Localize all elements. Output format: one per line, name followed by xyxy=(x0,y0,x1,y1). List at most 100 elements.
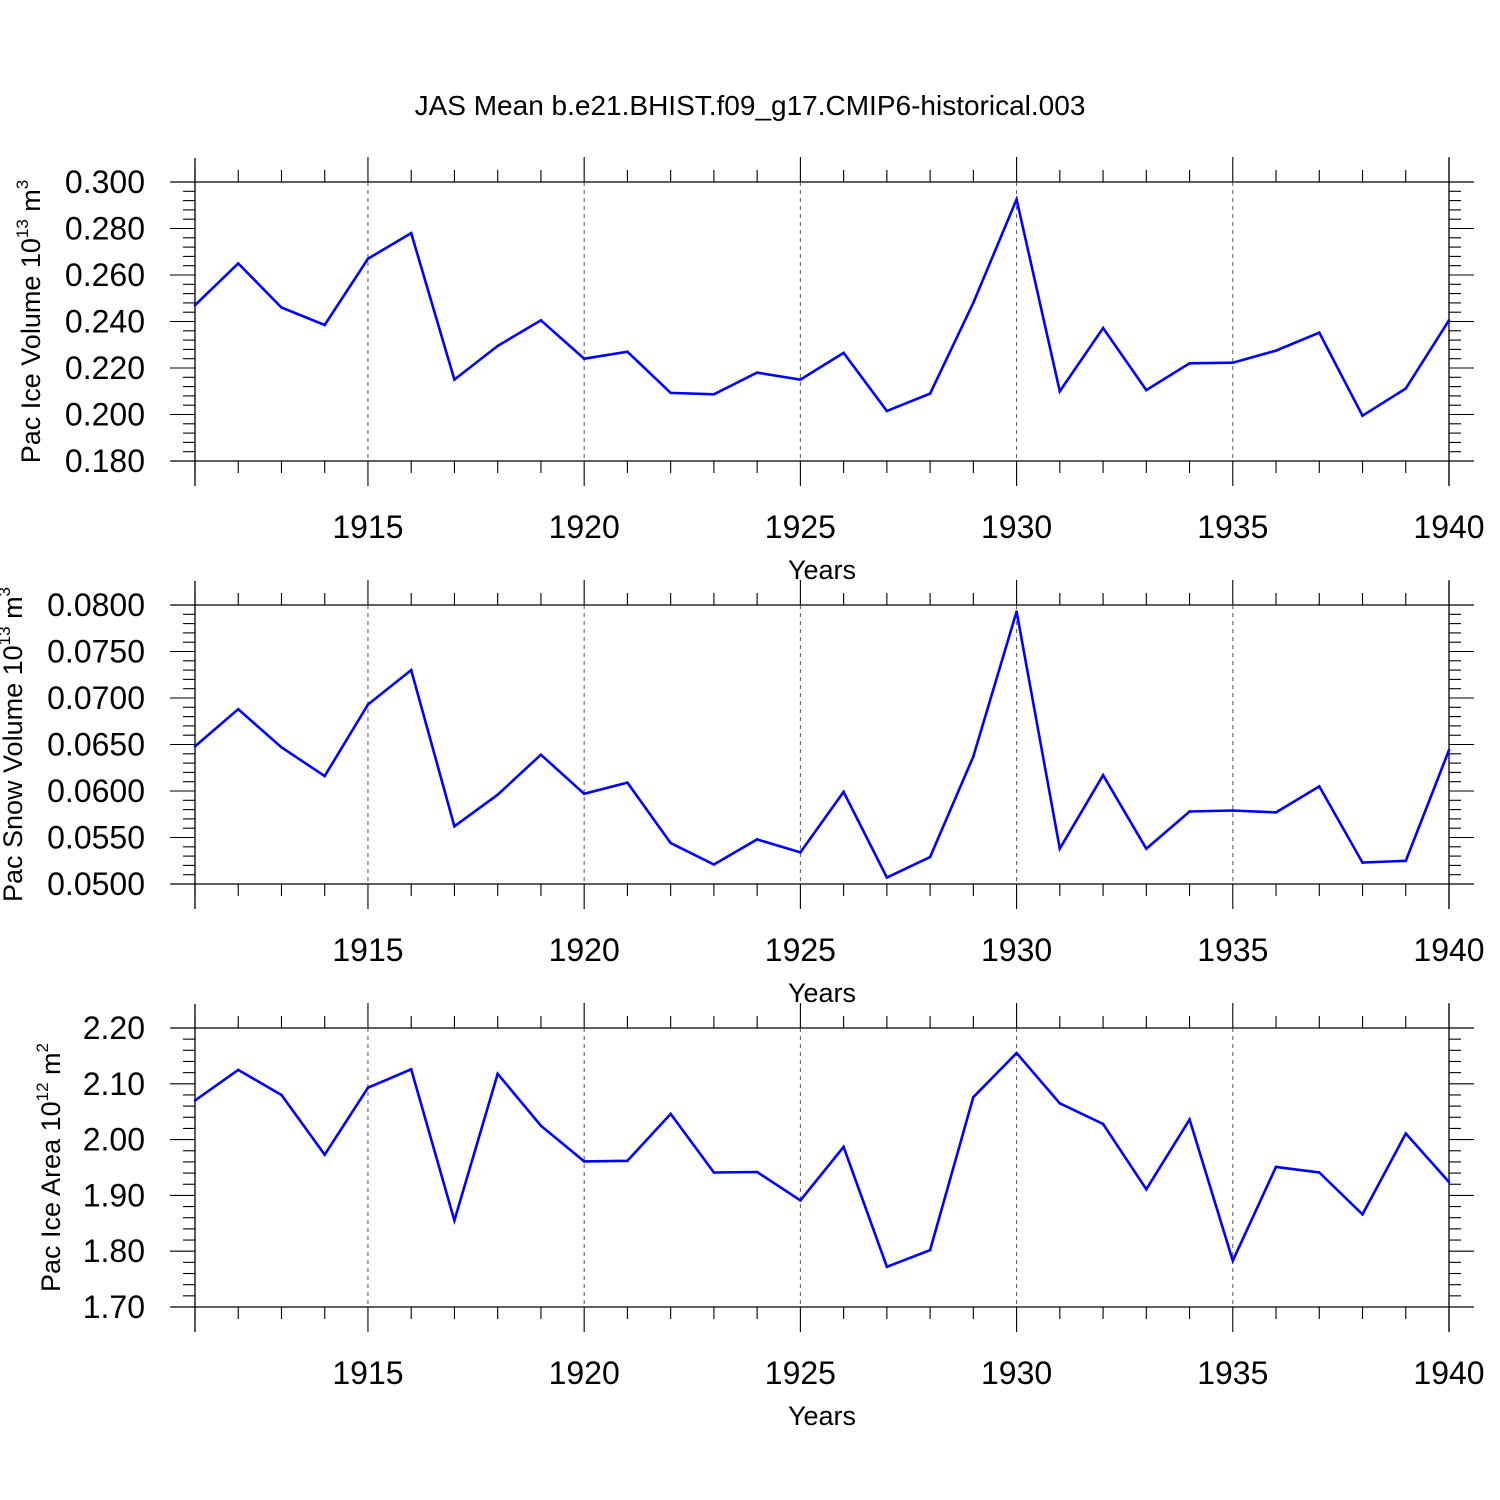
data-point xyxy=(626,350,629,354)
y-tick-label: 0.280 xyxy=(65,211,145,247)
y-tick-label: 0.240 xyxy=(65,304,145,340)
data-point xyxy=(1404,1132,1408,1135)
y-tick-label: 0.0700 xyxy=(47,680,145,716)
data-point xyxy=(1101,773,1105,777)
data-point xyxy=(1188,810,1191,813)
data-point xyxy=(409,1067,413,1071)
data-point xyxy=(1361,1213,1364,1216)
data-point xyxy=(453,1219,456,1222)
data-point xyxy=(453,378,456,381)
x-tick-label: 1935 xyxy=(1197,509,1268,545)
data-point xyxy=(755,371,759,374)
data-point xyxy=(236,262,240,265)
panel-3: 1915 1920 1925 1930 1935 1940 1.70 1.80 1.90 2.00… xyxy=(33,1003,1485,1431)
y-tick-label: 1.80 xyxy=(83,1233,145,1269)
data-point xyxy=(972,755,975,758)
data-point xyxy=(1447,748,1451,752)
data-point xyxy=(323,774,327,778)
data-point xyxy=(712,1171,716,1174)
data-point xyxy=(236,1068,240,1072)
x-tick-label: 1930 xyxy=(981,1355,1052,1391)
data-point xyxy=(1058,1102,1062,1105)
y-tick-label: 0.200 xyxy=(65,397,145,433)
x-tick-label: 1920 xyxy=(549,932,620,968)
data-point xyxy=(669,841,672,845)
data-point xyxy=(1361,414,1364,417)
data-point xyxy=(712,863,716,866)
data-point xyxy=(1145,388,1148,392)
panel-1: 1915 1920 1925 1930 1935 1940 0.180 0.200 0.220 0… xyxy=(13,157,1485,585)
y-tick-label: 0.0500 xyxy=(47,866,145,902)
data-point xyxy=(539,319,543,322)
data-point xyxy=(1101,1122,1105,1126)
data-point xyxy=(409,668,413,672)
y-tick-label: 2.00 xyxy=(83,1122,145,1158)
data-point xyxy=(280,306,283,309)
y-tick-label: 0.0600 xyxy=(47,773,145,809)
figure-title: JAS Mean b.e21.BHIST.f09_g17.CMIP6-histo… xyxy=(414,90,1086,121)
data-point xyxy=(539,753,543,757)
data-point xyxy=(1015,610,1018,613)
data-point xyxy=(1274,1165,1278,1169)
data-point xyxy=(626,1159,629,1163)
x-tick-label: 1920 xyxy=(549,1355,620,1391)
data-point xyxy=(1317,331,1321,334)
data-point xyxy=(366,257,370,261)
data-point xyxy=(1404,387,1408,390)
data-point xyxy=(626,781,629,784)
x-tick-label: 1915 xyxy=(332,932,403,968)
data-point xyxy=(928,1248,932,1252)
data-point xyxy=(669,391,672,395)
data-point xyxy=(799,1199,802,1202)
data-point xyxy=(1058,847,1062,850)
data-point xyxy=(323,323,327,327)
y-tick-label: 2.10 xyxy=(83,1066,145,1102)
data-point xyxy=(1231,809,1235,812)
data-point xyxy=(1274,349,1278,352)
data-point xyxy=(1404,859,1408,863)
y-axis-label: Pac Snow Volume 1013 m3 xyxy=(0,587,28,902)
x-tick-label: 1940 xyxy=(1413,1355,1484,1391)
x-tick-label: 1930 xyxy=(981,509,1052,545)
data-point xyxy=(842,790,845,794)
y-tick-label: 0.0650 xyxy=(47,727,145,763)
y-tick-label: 0.0800 xyxy=(47,587,145,623)
x-tick-label: 1935 xyxy=(1197,932,1268,968)
series-line xyxy=(194,1051,1450,1269)
data-point xyxy=(453,825,456,828)
data-point xyxy=(1231,1259,1235,1262)
data-point xyxy=(755,1170,759,1174)
y-tick-label: 1.90 xyxy=(83,1177,145,1213)
x-tick-label: 1925 xyxy=(765,509,836,545)
data-point xyxy=(409,231,413,235)
data-point xyxy=(842,351,845,355)
data-point xyxy=(885,1265,889,1269)
data-point xyxy=(496,344,499,348)
x-tick-label: 1940 xyxy=(1413,509,1484,545)
data-point xyxy=(1188,1118,1191,1121)
data-point xyxy=(972,1095,975,1099)
data-point xyxy=(928,392,932,395)
data-point xyxy=(236,707,240,711)
series-line xyxy=(194,611,1451,880)
x-tick-label: 1925 xyxy=(765,932,836,968)
x-axis-label: Years xyxy=(788,555,856,585)
data-point xyxy=(1317,1171,1321,1174)
panel-2: 1915 1920 1925 1930 1935 1940 0.0500 0.0550 0.06… xyxy=(0,580,1485,1008)
data-point xyxy=(539,1124,543,1127)
data-point xyxy=(1015,198,1018,201)
data-point xyxy=(1447,319,1451,322)
data-point xyxy=(712,392,716,396)
y-axis-label: Pac Ice Area 1012 m2 xyxy=(33,1043,66,1292)
y-tick-label: 1.70 xyxy=(83,1289,145,1325)
y-tick-label: 0.180 xyxy=(65,443,145,479)
data-point xyxy=(1317,785,1321,788)
y-axis-label: Pac Ice Volume 1013 m3 xyxy=(13,180,46,464)
data-point xyxy=(366,1086,370,1090)
x-tick-label: 1920 xyxy=(549,509,620,545)
y-tick-label: 0.0750 xyxy=(47,634,145,670)
x-tick-label: 1915 xyxy=(332,1355,403,1391)
x-tick-label: 1940 xyxy=(1413,932,1484,968)
data-point xyxy=(972,301,975,305)
